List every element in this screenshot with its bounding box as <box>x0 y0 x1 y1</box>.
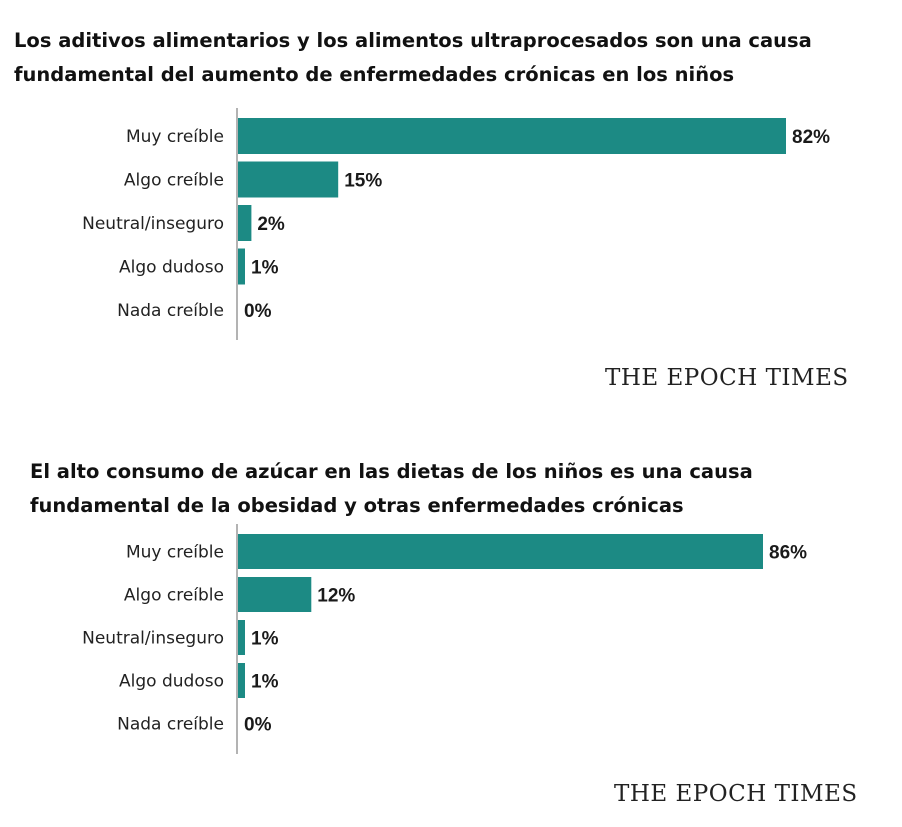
value-label: 12% <box>317 586 355 607</box>
source-logo-1: THE EPOCH TIMES <box>605 365 849 391</box>
category-label: Algo dudoso <box>119 258 224 278</box>
category-label: Muy creíble <box>126 543 224 563</box>
chart-title-2-line1: El alto consumo de azúcar en las dietas … <box>30 460 753 483</box>
category-label: Nada creíble <box>117 715 224 735</box>
category-label: Neutral/inseguro <box>82 629 224 649</box>
category-label: Algo dudoso <box>119 672 224 692</box>
bar-1-1 <box>238 118 786 154</box>
chart-title-2-line2: fundamental de la obesidad y otras enfer… <box>30 494 684 517</box>
bar-1-3 <box>238 205 252 241</box>
chart-title-1-line2: fundamental del aumento de enfermedades … <box>14 63 735 86</box>
value-label: 1% <box>251 629 279 650</box>
category-label: Algo creíble <box>124 586 224 606</box>
value-label: 82% <box>792 127 830 148</box>
category-label: Nada creíble <box>117 301 224 321</box>
value-label: 2% <box>257 214 285 235</box>
chart-title-1-line1: Los aditivos alimentarios y los alimento… <box>14 29 812 52</box>
value-label: 0% <box>244 715 272 736</box>
value-label: 1% <box>251 672 279 693</box>
value-label: 0% <box>244 301 272 322</box>
bar-2-2 <box>238 577 312 612</box>
category-label: Neutral/inseguro <box>82 214 224 234</box>
category-label: Algo creíble <box>124 171 224 191</box>
category-label: Muy creíble <box>126 127 224 147</box>
bar-1-4 <box>238 248 245 285</box>
chart-panel-2: El alto consumo de azúcar en las dietas … <box>0 410 902 827</box>
bar-2-1 <box>238 534 763 569</box>
value-label: 86% <box>769 543 807 564</box>
value-label: 1% <box>251 258 279 279</box>
bar-2-4 <box>238 663 245 698</box>
chart-title-2: El alto consumo de azúcar en las dietas … <box>30 455 753 523</box>
value-label: 15% <box>344 171 382 192</box>
chart-panel-1: Los aditivos alimentarios y los alimento… <box>0 0 902 410</box>
bar-2-3 <box>238 620 245 655</box>
bar-chart-1: Muy creíble 82% Algo creíble 15% Neutral/ins… <box>82 108 830 340</box>
source-logo-2: THE EPOCH TIMES <box>614 781 858 807</box>
bar-1-2 <box>238 161 339 198</box>
chart-title-1: Los aditivos alimentarios y los alimento… <box>14 24 812 92</box>
bar-chart-2: Muy creíble 86% Algo creíble 12% Neutral/ins… <box>82 524 807 754</box>
